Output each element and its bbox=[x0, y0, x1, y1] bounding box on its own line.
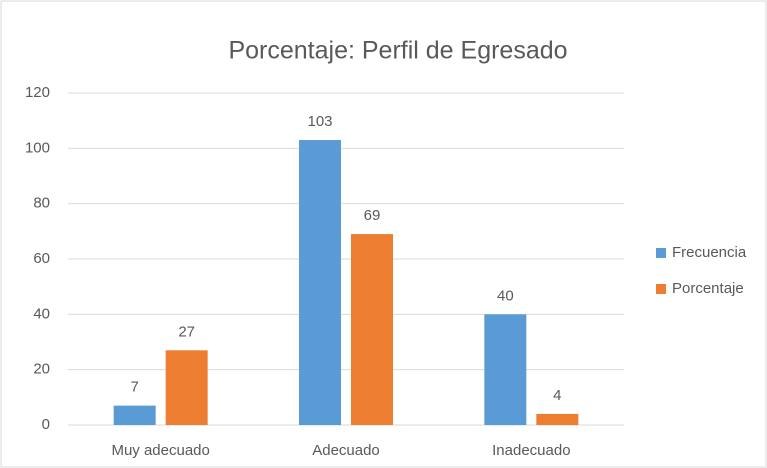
y-tick-label: 0 bbox=[42, 416, 50, 433]
bar bbox=[165, 350, 208, 425]
data-label: 27 bbox=[178, 323, 195, 340]
data-label: 4 bbox=[553, 387, 561, 404]
legend-swatch bbox=[656, 284, 666, 294]
legend-swatch bbox=[656, 248, 666, 258]
y-tick-label: 60 bbox=[33, 250, 50, 267]
legend-label: Frecuencia bbox=[672, 244, 747, 261]
chart-title: Porcentaje: Perfil de Egresado bbox=[228, 37, 567, 65]
data-label: 40 bbox=[497, 287, 514, 304]
bar bbox=[299, 140, 341, 426]
data-label: 7 bbox=[130, 379, 138, 396]
x-tick-label: Adecuado bbox=[312, 442, 380, 459]
data-label: 69 bbox=[364, 207, 381, 224]
bar bbox=[113, 405, 156, 425]
y-tick-label: 20 bbox=[33, 361, 50, 378]
y-tick-label: 120 bbox=[25, 84, 50, 101]
bar bbox=[351, 234, 393, 425]
y-tick-label: 80 bbox=[33, 195, 50, 212]
bar bbox=[484, 314, 527, 425]
y-tick-label: 100 bbox=[25, 139, 50, 156]
x-tick-label: Muy adecuado bbox=[111, 442, 209, 459]
legend-label: Porcentaje bbox=[672, 280, 744, 297]
bar bbox=[536, 413, 579, 425]
y-tick-label: 40 bbox=[33, 305, 50, 322]
data-label: 103 bbox=[307, 113, 332, 130]
x-tick-label: Inadecuado bbox=[492, 442, 570, 459]
